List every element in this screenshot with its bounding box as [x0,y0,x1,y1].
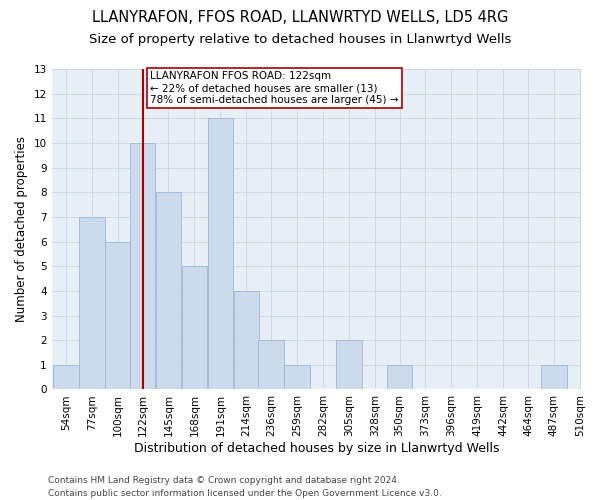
Bar [233,291,259,390]
Bar [53,365,79,390]
Bar [182,266,207,390]
Bar [130,143,155,390]
Text: Contains HM Land Registry data © Crown copyright and database right 2024.
Contai: Contains HM Land Registry data © Crown c… [48,476,442,498]
Bar [156,192,181,390]
Bar [79,217,104,390]
Text: LLANYRAFON FFOS ROAD: 122sqm
← 22% of detached houses are smaller (13)
78% of se: LLANYRAFON FFOS ROAD: 122sqm ← 22% of de… [151,72,399,104]
Bar [259,340,284,390]
Bar [541,365,566,390]
Bar [208,118,233,390]
Y-axis label: Number of detached properties: Number of detached properties [15,136,28,322]
Bar [284,365,310,390]
Text: Size of property relative to detached houses in Llanwrtyd Wells: Size of property relative to detached ho… [89,32,511,46]
X-axis label: Distribution of detached houses by size in Llanwrtyd Wells: Distribution of detached houses by size … [134,442,499,455]
Text: LLANYRAFON, FFOS ROAD, LLANWRTYD WELLS, LD5 4RG: LLANYRAFON, FFOS ROAD, LLANWRTYD WELLS, … [92,10,508,25]
Bar [105,242,130,390]
Bar [336,340,362,390]
Bar [387,365,412,390]
